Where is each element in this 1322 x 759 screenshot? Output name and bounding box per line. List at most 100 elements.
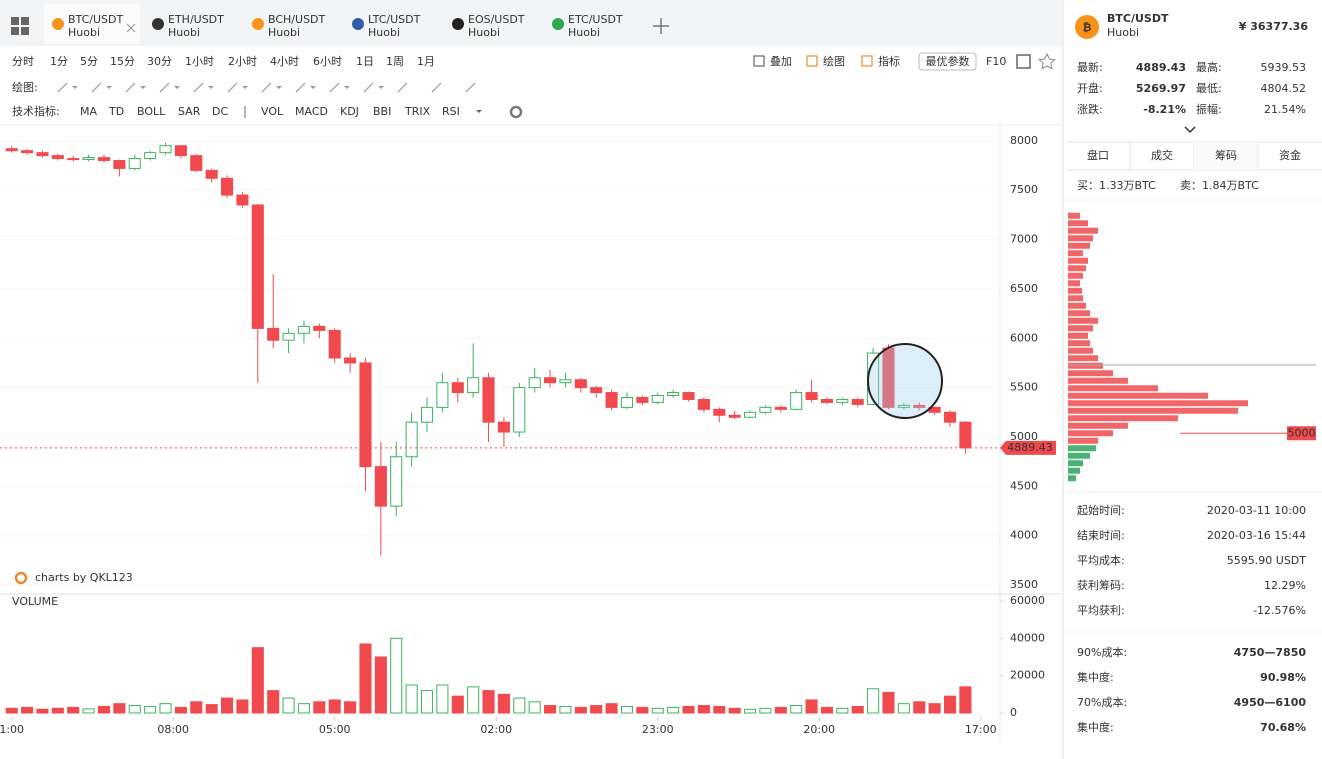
candle-body [113, 160, 126, 169]
quote-value: -8.21% [1143, 103, 1186, 116]
volume-bar [205, 704, 218, 714]
draw-tool[interactable] [363, 82, 374, 93]
indicator[interactable]: BOLL [137, 105, 166, 118]
indicator[interactable]: SAR [178, 105, 201, 118]
tab-pair[interactable]: ETC/USDT [568, 13, 623, 26]
tab-pair[interactable]: BTC/USDT [68, 13, 124, 26]
quote-value: 4804.52 [1261, 82, 1307, 95]
draw-tool[interactable] [465, 82, 476, 93]
chip-bar [1068, 355, 1098, 362]
period[interactable]: 分时 [12, 55, 34, 68]
period[interactable]: 15分 [110, 55, 135, 68]
indicator[interactable]: BBI [373, 105, 391, 118]
draw-tool[interactable] [329, 82, 340, 93]
draw-tool[interactable] [227, 82, 238, 93]
volume-bar [97, 705, 111, 714]
panel-tab[interactable]: 成交 [1151, 148, 1173, 162]
tab-pair[interactable]: BCH/USDT [268, 13, 326, 26]
period[interactable]: 2小时 [228, 55, 257, 68]
volume-bar [559, 705, 572, 714]
volume-bar [636, 706, 649, 714]
draw-tool[interactable] [193, 82, 204, 93]
chip-bar [1068, 475, 1076, 482]
quote-label: 振幅: [1196, 102, 1222, 116]
panel-tab[interactable]: 盘口 [1087, 148, 1109, 162]
params-button[interactable] [918, 52, 977, 71]
indicator[interactable]: VOL [261, 105, 284, 118]
tab-close[interactable] [126, 23, 136, 33]
period[interactable]: 1小时 [185, 55, 214, 68]
menu-icon[interactable] [21, 17, 29, 25]
indicator[interactable]: TRIX [404, 105, 431, 118]
period[interactable]: 5分 [80, 55, 98, 68]
volume-bar [374, 656, 387, 714]
menu-icon[interactable] [11, 17, 19, 25]
star-icon[interactable] [1038, 52, 1056, 70]
tab-exchange: Huobi [468, 26, 500, 39]
menu-icon[interactable] [21, 27, 29, 35]
chip-bar [1068, 377, 1128, 384]
btc-icon-glyph: ₿ [1083, 21, 1092, 34]
chip-bar [1068, 415, 1178, 422]
volume-bar [420, 690, 434, 714]
settings-icon[interactable] [509, 105, 523, 119]
volume-bar [51, 707, 64, 714]
tool-icon [806, 55, 818, 67]
candle-body [128, 158, 141, 169]
volume-bar [236, 699, 249, 714]
draw-tool[interactable] [261, 82, 272, 93]
period[interactable]: 1周 [386, 55, 404, 68]
y-tick-label: 4500 [1010, 479, 1038, 492]
fullscreen-icon[interactable] [1016, 54, 1031, 69]
volume-tick-label: 0 [1010, 706, 1017, 719]
tab-pair[interactable]: EOS/USDT [468, 13, 525, 26]
tool[interactable]: 指标 [878, 54, 900, 68]
indicator[interactable]: DC [212, 105, 228, 118]
volume-bar [943, 695, 957, 714]
add-tab[interactable] [653, 18, 669, 34]
draw-tool[interactable] [295, 82, 306, 93]
draw-tool[interactable] [159, 82, 170, 93]
chip-bar [1068, 445, 1096, 452]
period[interactable]: 6小时 [313, 55, 342, 68]
chip-bar [1068, 242, 1090, 249]
stat-value: 70.68% [1260, 721, 1306, 734]
coin-icon [352, 18, 364, 30]
indicator[interactable]: MACD [295, 105, 328, 118]
stat-label: 平均获利: [1077, 604, 1125, 617]
draw-tool[interactable] [91, 82, 102, 93]
draw-tool[interactable] [431, 82, 442, 93]
indicator[interactable]: TD [108, 105, 124, 118]
chip-bar [1068, 317, 1098, 324]
period[interactable]: 1日 [356, 55, 374, 68]
expand-caret[interactable] [1184, 126, 1196, 134]
period[interactable]: 4小时 [270, 55, 299, 68]
draw-tool[interactable] [125, 82, 136, 93]
volume-bar [697, 705, 710, 714]
period[interactable]: 30分 [147, 55, 172, 68]
f10[interactable]: F10 [986, 55, 1006, 68]
tool[interactable]: 叠加 [770, 55, 792, 68]
draw-tool[interactable] [397, 82, 408, 93]
indicator-caret[interactable] [476, 110, 482, 113]
volume-bar [713, 705, 726, 714]
indicator[interactable]: MA [80, 105, 97, 118]
tool[interactable]: 绘图 [823, 54, 845, 68]
panel-tab[interactable]: 资金 [1279, 148, 1301, 162]
tab-pair[interactable]: ETH/USDT [168, 13, 224, 26]
panel-tab-active [1194, 142, 1258, 170]
chip-bar [1068, 310, 1090, 317]
chip-bar [1068, 257, 1088, 264]
candle-body [251, 204, 264, 329]
panel-tab[interactable]: 筹码 [1215, 148, 1237, 162]
menu-icon[interactable] [11, 27, 19, 35]
candle-body [667, 392, 680, 397]
tab-exchange: Huobi [268, 26, 300, 39]
indicator[interactable]: KDJ [340, 105, 359, 118]
period[interactable]: 1月 [417, 55, 435, 68]
tab-pair[interactable]: LTC/USDT [368, 13, 421, 26]
draw-tool[interactable] [57, 82, 68, 93]
indicator[interactable]: RSI [442, 105, 460, 118]
period[interactable]: 1分 [50, 55, 68, 68]
